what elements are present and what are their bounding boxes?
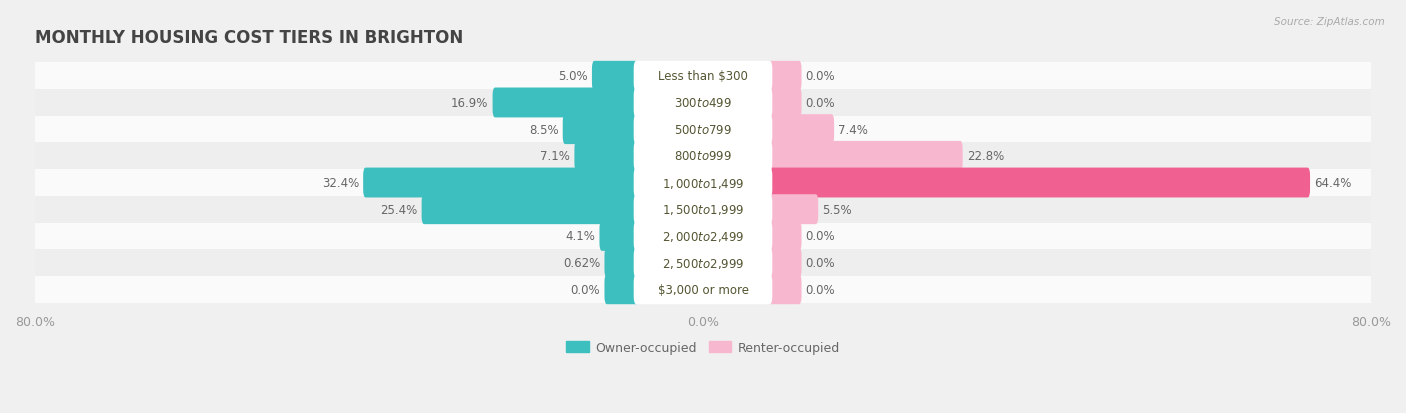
Bar	[35, 223, 1371, 249]
Text: $1,000 to $1,499: $1,000 to $1,499	[662, 176, 744, 190]
FancyBboxPatch shape	[768, 88, 801, 118]
FancyBboxPatch shape	[634, 275, 772, 304]
Text: $800 to $999: $800 to $999	[673, 150, 733, 163]
Text: 5.5%: 5.5%	[823, 203, 852, 216]
Text: Less than $300: Less than $300	[658, 70, 748, 83]
FancyBboxPatch shape	[492, 88, 638, 118]
Bar	[35, 63, 1371, 90]
FancyBboxPatch shape	[634, 115, 772, 145]
FancyBboxPatch shape	[634, 195, 772, 225]
FancyBboxPatch shape	[768, 275, 801, 304]
FancyBboxPatch shape	[634, 88, 772, 118]
Text: 5.0%: 5.0%	[558, 70, 588, 83]
Text: $1,500 to $1,999: $1,500 to $1,999	[662, 203, 744, 217]
Text: $500 to $799: $500 to $799	[673, 123, 733, 136]
FancyBboxPatch shape	[422, 195, 638, 225]
Text: Source: ZipAtlas.com: Source: ZipAtlas.com	[1274, 17, 1385, 26]
Text: 64.4%: 64.4%	[1315, 177, 1351, 190]
FancyBboxPatch shape	[768, 142, 963, 171]
FancyBboxPatch shape	[575, 142, 638, 171]
FancyBboxPatch shape	[768, 168, 1310, 198]
Text: MONTHLY HOUSING COST TIERS IN BRIGHTON: MONTHLY HOUSING COST TIERS IN BRIGHTON	[35, 29, 463, 47]
Text: 0.0%: 0.0%	[571, 283, 600, 296]
Legend: Owner-occupied, Renter-occupied: Owner-occupied, Renter-occupied	[561, 336, 845, 359]
Bar	[35, 249, 1371, 276]
Bar	[35, 116, 1371, 143]
FancyBboxPatch shape	[634, 142, 772, 171]
Text: 0.62%: 0.62%	[562, 256, 600, 269]
Text: 7.1%: 7.1%	[540, 150, 571, 163]
Text: 7.4%: 7.4%	[838, 123, 868, 136]
Text: 0.0%: 0.0%	[806, 283, 835, 296]
Text: $300 to $499: $300 to $499	[673, 97, 733, 110]
Text: 22.8%: 22.8%	[967, 150, 1004, 163]
Bar	[35, 197, 1371, 223]
Bar	[35, 143, 1371, 170]
FancyBboxPatch shape	[605, 275, 638, 304]
FancyBboxPatch shape	[592, 62, 638, 92]
Text: 25.4%: 25.4%	[380, 203, 418, 216]
Text: $2,500 to $2,999: $2,500 to $2,999	[662, 256, 744, 270]
Text: $3,000 or more: $3,000 or more	[658, 283, 748, 296]
Bar	[35, 276, 1371, 303]
Text: 0.0%: 0.0%	[806, 70, 835, 83]
FancyBboxPatch shape	[768, 248, 801, 278]
FancyBboxPatch shape	[634, 168, 772, 198]
FancyBboxPatch shape	[768, 221, 801, 251]
FancyBboxPatch shape	[634, 62, 772, 92]
FancyBboxPatch shape	[599, 221, 638, 251]
FancyBboxPatch shape	[768, 195, 818, 225]
FancyBboxPatch shape	[605, 248, 638, 278]
Text: $2,000 to $2,499: $2,000 to $2,499	[662, 229, 744, 243]
Text: 0.0%: 0.0%	[806, 256, 835, 269]
Text: 16.9%: 16.9%	[451, 97, 488, 110]
Text: 32.4%: 32.4%	[322, 177, 359, 190]
FancyBboxPatch shape	[768, 62, 801, 92]
FancyBboxPatch shape	[634, 221, 772, 251]
Bar	[35, 90, 1371, 116]
Text: 0.0%: 0.0%	[806, 230, 835, 243]
Text: 8.5%: 8.5%	[529, 123, 558, 136]
FancyBboxPatch shape	[363, 168, 638, 198]
FancyBboxPatch shape	[634, 248, 772, 278]
Bar	[35, 170, 1371, 197]
Text: 4.1%: 4.1%	[565, 230, 595, 243]
Text: 0.0%: 0.0%	[806, 97, 835, 110]
FancyBboxPatch shape	[768, 115, 834, 145]
FancyBboxPatch shape	[562, 115, 638, 145]
